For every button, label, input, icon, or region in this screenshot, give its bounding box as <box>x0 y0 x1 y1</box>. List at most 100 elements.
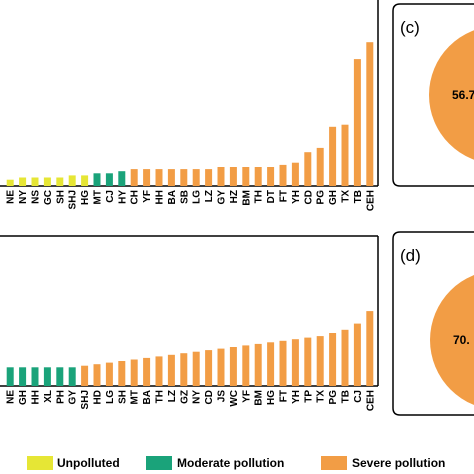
top-tick-label: FT <box>279 190 290 202</box>
top-tick-label: GY <box>217 190 228 205</box>
top-bar-hz <box>229 167 237 186</box>
legend-swatch-severe <box>321 456 347 470</box>
top-tick-label: DT <box>266 190 277 203</box>
top-tick-label: BM <box>241 190 252 206</box>
bottom-tick-label: HG <box>266 390 277 405</box>
bottom-tick-label: TP <box>303 390 314 403</box>
bottom-tick-label: CD <box>204 390 215 404</box>
legend-label-moderate: Moderate pollution <box>177 456 284 470</box>
bottom-tick-label: GH <box>18 390 29 405</box>
bottom-bar-hg <box>267 342 275 386</box>
top-tick-label: LZ <box>204 190 215 202</box>
top-bar-tb <box>353 59 361 186</box>
bottom-bar-pg <box>329 333 337 386</box>
bottom-tick-label: LG <box>105 390 116 404</box>
top-bar-th <box>254 167 262 186</box>
bottom-bar-shj <box>81 365 89 386</box>
bottom-tick-label: NE <box>6 390 17 404</box>
top-tick-label: HG <box>80 190 91 205</box>
top-tick-label: SB <box>179 190 190 204</box>
top-bar-shj <box>68 175 76 186</box>
bottom-tick-label: GZ <box>179 390 190 404</box>
pie-c-value-label: 56.7 <box>452 88 474 102</box>
bottom-tick-label: CJ <box>353 390 364 403</box>
top-tick-label: CJ <box>105 190 116 203</box>
bottom-bar-hh <box>31 367 39 386</box>
bottom-tick-label: TX <box>316 390 327 403</box>
top-bar-dt <box>267 167 275 186</box>
top-bar-mt <box>93 173 101 186</box>
bottom-tick-label: XL <box>43 390 54 403</box>
bottom-tick-label: YH <box>291 390 302 404</box>
bottom-tick-label: SH <box>117 390 128 404</box>
top-bar-cj <box>105 173 113 186</box>
bottom-tick-label: HH <box>31 390 42 404</box>
bottom-tick-label: PH <box>55 390 66 404</box>
bottom-bar-mt <box>130 359 138 386</box>
top-tick-label: PG <box>316 190 327 205</box>
bottom-tick-label: GY <box>68 390 79 405</box>
top-tick-label: SHJ <box>68 190 79 209</box>
top-bar-chart: NE NY NS GC SH SHJ HG MT CJ HY CH YF HH BA SB LG LZ GY HZ B… <box>0 0 379 211</box>
top-bar-yh <box>291 162 299 186</box>
top-tick-label: GC <box>43 190 54 205</box>
bottom-bar-th <box>155 356 163 386</box>
bottom-bar-cd <box>205 350 213 386</box>
bottom-tick-label: CEH <box>365 390 376 411</box>
bottom-tick-label: TH <box>155 390 166 403</box>
bottom-bar-gz <box>180 353 188 386</box>
top-tick-label: LG <box>192 190 203 204</box>
bottom-bar-ny <box>192 351 200 386</box>
top-bar-lg <box>192 169 200 186</box>
top-tick-label: CD <box>303 190 314 204</box>
top-tick-label: NE <box>6 190 17 204</box>
legend-swatch-unpolluted <box>27 456 53 470</box>
top-bar-ny <box>19 177 27 186</box>
legend: Unpolluted Moderate pollution Severe pol… <box>27 456 445 470</box>
bottom-bar-tp <box>304 337 312 386</box>
top-tick-label: GH <box>328 190 339 205</box>
bottom-bar-lg <box>105 362 113 386</box>
bottom-bar-lz <box>167 354 175 386</box>
bottom-tick-label: PG <box>328 390 339 405</box>
pie-d-panel-tag: (d) <box>400 246 421 265</box>
pie-c-panel-tag: (c) <box>400 18 420 37</box>
bottom-bar-ba <box>143 357 151 386</box>
bottom-bar-chart: NE GH HH XL PH GY SHJ HD LG SH MT BA TH LZ GZ NY CD JS WC Y… <box>0 235 379 411</box>
top-bar-ns <box>31 177 39 186</box>
top-bar-hy <box>118 171 126 186</box>
bottom-bar-wc <box>229 347 237 386</box>
bottom-bar-gh <box>19 367 27 386</box>
top-bar-gh <box>329 126 337 186</box>
legend-label-severe: Severe pollution <box>352 456 445 470</box>
top-tick-label: TH <box>254 190 265 203</box>
top-tick-label: HH <box>155 190 166 204</box>
top-bar-ne <box>6 179 14 186</box>
top-bar-bm <box>242 167 250 186</box>
bottom-tick-label: WC <box>229 390 240 407</box>
top-bar-cd <box>304 152 312 186</box>
legend-label-unpolluted: Unpolluted <box>57 456 120 470</box>
bottom-bar-hd <box>93 364 101 386</box>
pie-panel-c: (c) 56.7 <box>392 3 474 187</box>
pie-d-value-label: 70. <box>453 333 470 347</box>
bottom-bar-bm <box>254 343 262 386</box>
legend-swatch-moderate <box>146 456 172 470</box>
bottom-bar-cj <box>353 323 361 386</box>
top-tick-label: SH <box>55 190 66 204</box>
top-bar-gc <box>43 177 51 186</box>
top-bar-ceh <box>366 42 374 187</box>
bottom-bar-ceh <box>366 311 374 386</box>
top-bar-ba <box>167 169 175 186</box>
pie-c-frame <box>392 3 474 187</box>
top-tick-label: YH <box>291 190 302 204</box>
bottom-tick-label: HD <box>93 390 104 404</box>
bottom-bar-ft <box>279 340 287 386</box>
top-bar-tx <box>341 124 349 186</box>
top-bar-yf <box>143 169 151 186</box>
bottom-tick-label: SHJ <box>80 390 91 409</box>
top-tick-label: TX <box>341 190 352 203</box>
bottom-bar-ph <box>56 367 64 386</box>
top-bar-gy <box>217 167 225 186</box>
